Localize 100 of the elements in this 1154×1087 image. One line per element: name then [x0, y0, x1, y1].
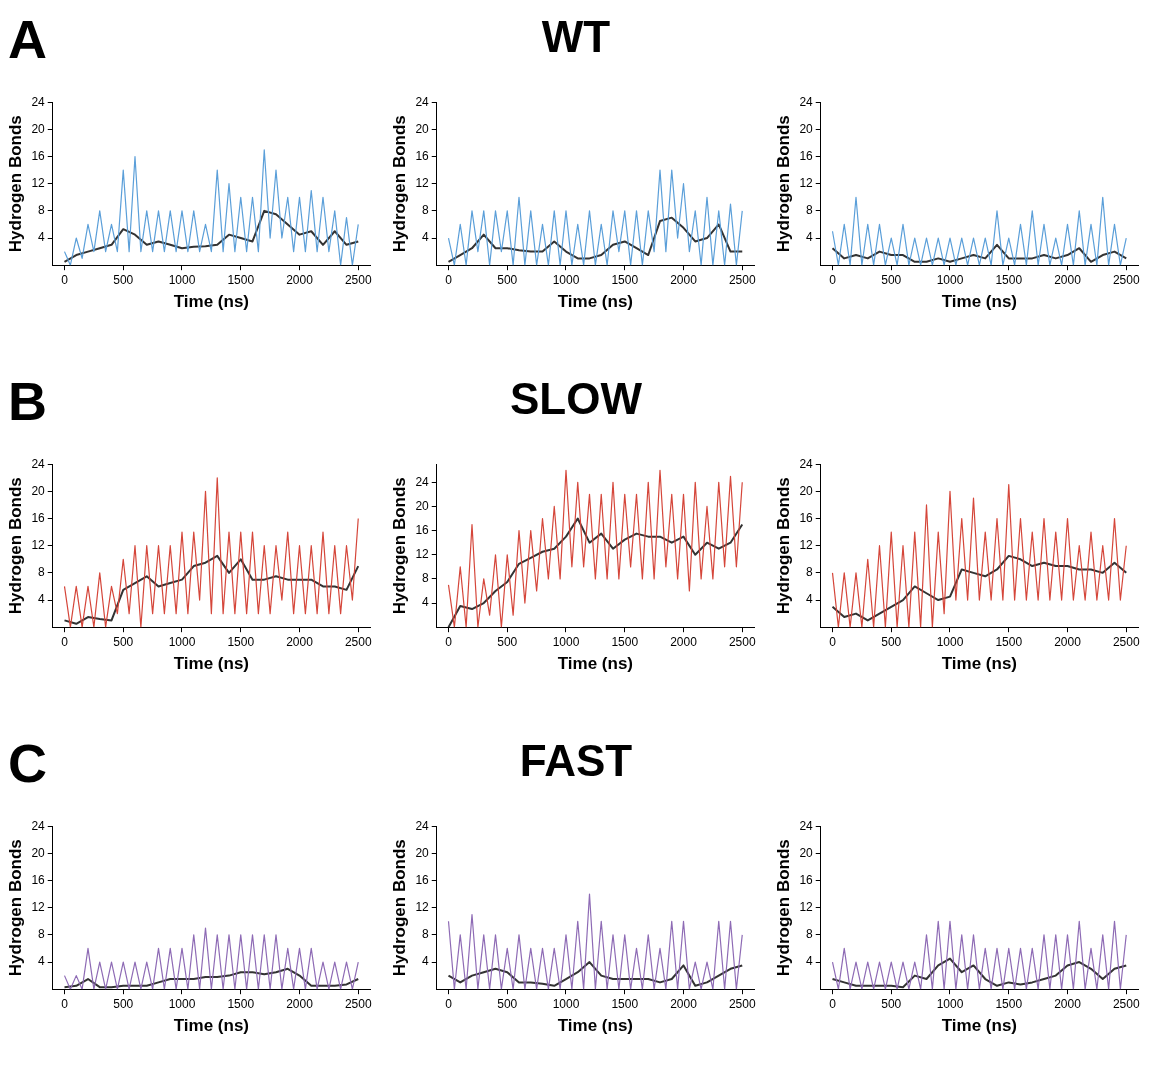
y-tick-label: 12	[799, 538, 814, 553]
chart-title: SLOW	[509, 374, 643, 424]
x-axis-title: Time (ns)	[941, 654, 1018, 674]
x-tick-label: 500	[113, 272, 134, 287]
y-tick-label: 20	[31, 121, 46, 136]
x-tick-label: 500	[113, 996, 134, 1011]
y-axis-title: Hydrogen Bonds	[5, 477, 25, 615]
y-tick-label: 12	[415, 900, 430, 915]
x-tick-label: 1000	[552, 996, 580, 1011]
x-axis-title: Time (ns)	[557, 292, 634, 312]
y-axis-title: Hydrogen Bonds	[389, 115, 409, 253]
y-tick-label: 8	[806, 927, 814, 942]
y-tick-label: 20	[415, 845, 430, 860]
y-tick-label: 24	[415, 818, 430, 833]
x-tick-label: 500	[497, 272, 518, 287]
text: A	[8, 8, 47, 70]
y-tick-label: 16	[31, 510, 46, 525]
y-axis-title: Hydrogen Bonds	[5, 839, 25, 977]
y-tick-label: 24	[799, 818, 814, 833]
x-tick-label: 2500	[344, 634, 372, 649]
y-tick-label: 20	[415, 121, 430, 136]
x-tick-label: 500	[881, 996, 902, 1011]
x-tick-label: 1500	[995, 996, 1023, 1011]
y-tick-label: 4	[806, 592, 814, 607]
y-axis-title: Hydrogen Bonds	[773, 477, 793, 615]
x-tick-label: 500	[497, 634, 518, 649]
x-tick-label: 1500	[995, 634, 1023, 649]
x-tick-label: 0	[445, 996, 453, 1011]
x-tick-label: 0	[829, 272, 837, 287]
x-tick-label: 1500	[995, 272, 1023, 287]
y-tick-label: 24	[799, 456, 814, 471]
x-tick-label: 2000	[286, 272, 314, 287]
x-tick-label: 2000	[670, 634, 698, 649]
x-tick-label: 1000	[168, 634, 196, 649]
x-tick-label: 1500	[611, 634, 639, 649]
chart-title: FAST	[518, 736, 634, 786]
y-tick-label: 16	[799, 872, 814, 887]
x-tick-label: 1000	[168, 272, 196, 287]
x-tick-label: 1000	[552, 634, 580, 649]
y-tick-label: 4	[422, 954, 430, 969]
x-tick-label: 1500	[611, 996, 639, 1011]
x-tick-label: 1000	[936, 634, 964, 649]
y-axis-title: Hydrogen Bonds	[389, 839, 409, 977]
y-tick-label: 24	[415, 94, 430, 109]
x-tick-label: 0	[829, 996, 837, 1011]
x-tick-label: 1000	[552, 272, 580, 287]
x-tick-label: 0	[61, 996, 69, 1011]
text: C	[8, 732, 47, 794]
y-tick-label: 24	[799, 94, 814, 109]
x-tick-label: 500	[881, 272, 902, 287]
y-tick-label: 16	[31, 148, 46, 163]
x-tick-label: 2500	[344, 272, 372, 287]
y-tick-label: 20	[799, 483, 814, 498]
y-tick-label: 20	[31, 483, 46, 498]
y-tick-label: 8	[38, 927, 46, 942]
x-tick-label: 2000	[1054, 272, 1082, 287]
x-tick-label: 1500	[227, 634, 255, 649]
y-tick-label: 4	[806, 954, 814, 969]
x-tick-label: 0	[829, 634, 837, 649]
x-tick-label: 2500	[728, 272, 756, 287]
y-tick-label: 8	[422, 203, 430, 218]
y-tick-label: 4	[422, 230, 430, 245]
x-tick-label: 1500	[227, 996, 255, 1011]
x-tick-label: 0	[445, 634, 453, 649]
y-tick-label: 16	[799, 510, 814, 525]
x-tick-label: 500	[113, 634, 134, 649]
y-tick-label: 12	[31, 176, 46, 191]
x-tick-label: 2000	[1054, 634, 1082, 649]
x-axis-title: Time (ns)	[173, 654, 250, 674]
x-axis-title: Time (ns)	[941, 292, 1018, 312]
y-tick-label: 12	[799, 900, 814, 915]
x-tick-label: 1000	[168, 996, 196, 1011]
y-tick-label: 4	[422, 595, 430, 610]
x-tick-label: 500	[881, 634, 902, 649]
y-axis-title: Hydrogen Bonds	[773, 839, 793, 977]
y-tick-label: 12	[31, 538, 46, 553]
x-tick-label: 2000	[1054, 996, 1082, 1011]
y-tick-label: 24	[31, 818, 46, 833]
y-tick-label: 8	[806, 203, 814, 218]
x-axis-title: Time (ns)	[173, 1016, 250, 1036]
y-tick-label: 16	[415, 872, 430, 887]
x-axis-title: Time (ns)	[173, 292, 250, 312]
y-tick-label: 16	[799, 148, 814, 163]
y-tick-label: 24	[31, 94, 46, 109]
x-tick-label: 2500	[344, 996, 372, 1011]
y-tick-label: 8	[422, 927, 430, 942]
x-tick-label: 2000	[670, 996, 698, 1011]
y-tick-label: 8	[38, 203, 46, 218]
y-tick-label: 12	[799, 176, 814, 191]
y-tick-label: 20	[415, 498, 430, 513]
y-axis-title: Hydrogen Bonds	[389, 477, 409, 615]
x-axis-title: Time (ns)	[557, 654, 634, 674]
x-tick-label: 0	[445, 272, 453, 287]
chart-title: WT	[540, 12, 612, 62]
y-tick-label: 12	[415, 547, 430, 562]
x-tick-label: 0	[61, 272, 69, 287]
y-axis-title: Hydrogen Bonds	[5, 115, 25, 253]
x-tick-label: 1500	[227, 272, 255, 287]
x-axis-title: Time (ns)	[941, 1016, 1018, 1036]
x-tick-label: 2000	[286, 634, 314, 649]
